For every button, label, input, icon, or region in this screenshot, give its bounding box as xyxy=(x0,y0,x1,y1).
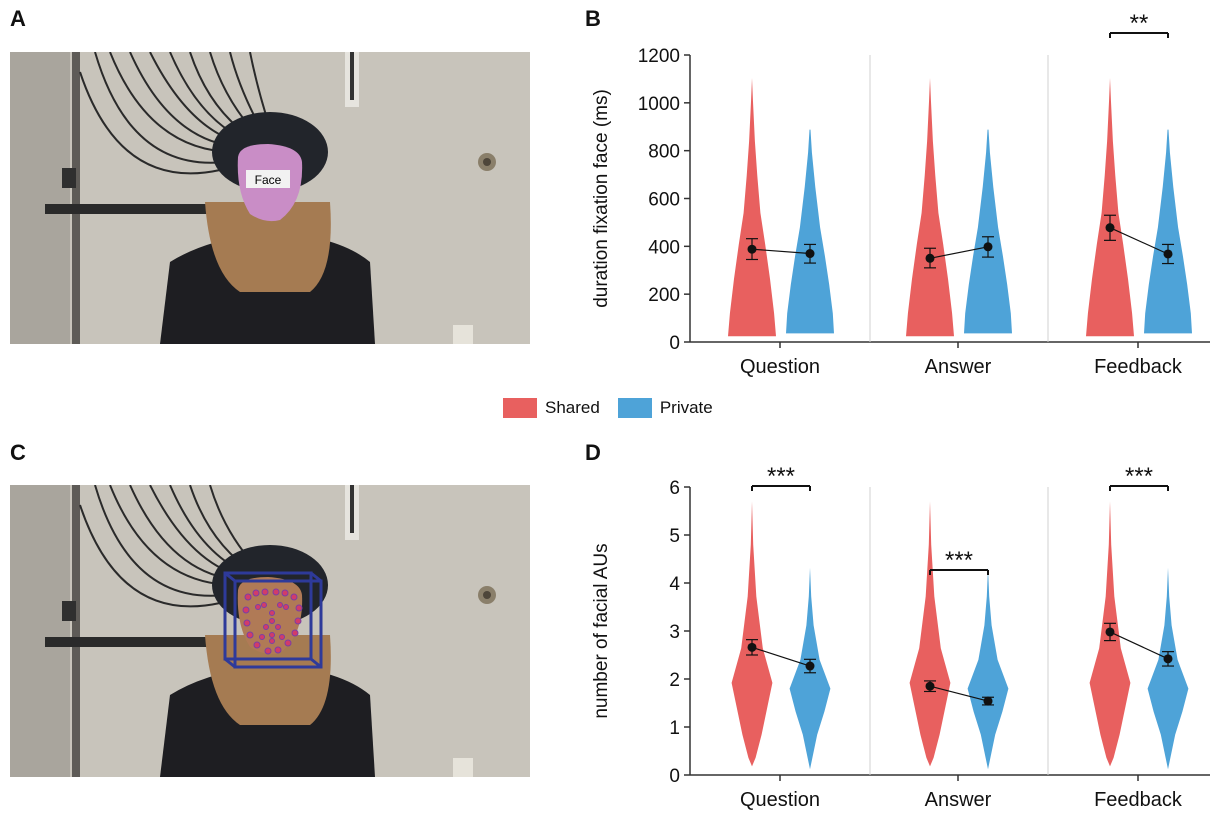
y-tick-label: 0 xyxy=(669,333,680,354)
violin-shared-feedback xyxy=(1086,77,1134,337)
y-tick-label: 0 xyxy=(669,766,680,787)
panel-letter-d: D xyxy=(585,440,601,465)
mean-point-private xyxy=(983,242,993,252)
y-tick-label: 2 xyxy=(669,670,680,691)
mean-point-shared xyxy=(747,244,757,254)
x-tick-label: Question xyxy=(740,356,820,378)
y-tick-label: 6 xyxy=(669,478,680,499)
significance-stars: *** xyxy=(767,463,795,490)
significance-stars: *** xyxy=(945,547,973,574)
mean-point-private xyxy=(983,696,993,706)
mean-point-shared xyxy=(1105,223,1115,233)
violin-shared-answer xyxy=(906,77,954,337)
legend: Shared Private xyxy=(503,398,713,418)
x-tick-label: Feedback xyxy=(1094,356,1183,378)
legend-label-shared: Shared xyxy=(545,398,600,417)
legend-swatch-shared xyxy=(503,398,537,418)
y-tick-label: 600 xyxy=(648,190,680,211)
legend-label-private: Private xyxy=(659,398,713,417)
violin-private-question xyxy=(786,129,834,334)
violin-shared-answer xyxy=(909,501,951,767)
panel-letter-c: C xyxy=(10,440,26,465)
significance-stars: ** xyxy=(1130,10,1149,37)
y-tick-label: 1000 xyxy=(638,94,680,115)
y-tick-label: 1 xyxy=(669,718,680,739)
mean-connector xyxy=(1109,227,1169,255)
mean-point-private xyxy=(1163,654,1173,664)
mean-point-shared xyxy=(747,642,757,652)
mean-connector xyxy=(929,685,989,702)
mean-point-shared xyxy=(925,253,935,263)
y-tick-label: 400 xyxy=(648,237,680,258)
legend-swatch-private xyxy=(617,398,652,418)
y-axis-label: duration fixation face (ms) xyxy=(591,89,612,308)
y-axis-label: number of facial AUs xyxy=(591,543,612,718)
mean-point-private xyxy=(1163,249,1173,259)
x-tick-label: Answer xyxy=(925,789,992,811)
violin-shared-question xyxy=(728,77,776,337)
legend-item-private: Private xyxy=(617,398,713,418)
y-tick-label: 3 xyxy=(669,622,680,643)
panel-letter-b: B xyxy=(585,6,601,31)
violin-private-feedback xyxy=(1147,567,1189,770)
mean-point-private xyxy=(805,249,815,259)
significance-stars: *** xyxy=(1125,463,1153,490)
photo-participant-face-mask: Face xyxy=(10,52,530,344)
violin-private-answer xyxy=(964,129,1012,334)
mean-point-shared xyxy=(925,681,935,691)
x-tick-label: Question xyxy=(740,789,820,811)
legend-item-shared: Shared xyxy=(503,398,600,418)
y-tick-label: 800 xyxy=(648,142,680,163)
violin-private-answer xyxy=(967,567,1009,770)
violin-shared-question xyxy=(731,501,773,767)
photo-participant-facial-landmarks xyxy=(10,485,530,777)
face-label: Face xyxy=(255,173,282,187)
mean-connector xyxy=(929,246,989,259)
mean-point-shared xyxy=(1105,627,1115,637)
mean-connector xyxy=(751,248,811,255)
y-tick-label: 5 xyxy=(669,526,680,547)
violin-private-feedback xyxy=(1144,129,1192,334)
mean-connector xyxy=(751,646,811,667)
x-tick-label: Feedback xyxy=(1094,789,1183,811)
panel-letter-a: A xyxy=(10,6,26,31)
y-tick-label: 4 xyxy=(669,574,680,595)
mean-point-private xyxy=(805,661,815,671)
mean-connector xyxy=(1109,631,1169,660)
x-tick-label: Answer xyxy=(925,356,992,378)
y-tick-label: 1200 xyxy=(638,46,680,67)
y-tick-label: 200 xyxy=(648,285,680,306)
